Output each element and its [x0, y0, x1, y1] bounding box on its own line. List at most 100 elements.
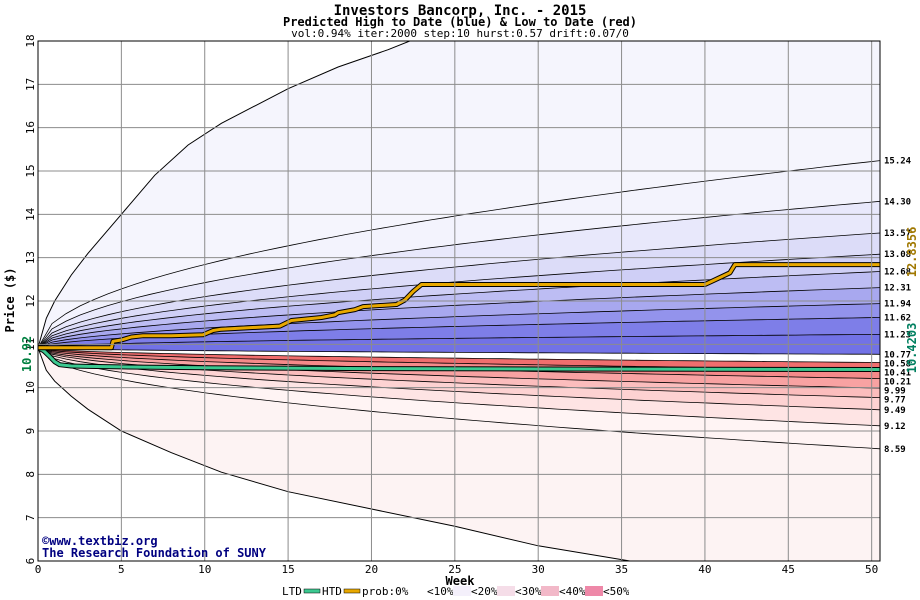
x-tick-label: 5 [118, 563, 125, 576]
low-band [38, 347, 880, 370]
quantile-line [38, 347, 880, 363]
high-band [38, 287, 880, 348]
legend-swatch-ltd [303, 588, 321, 594]
y-axis-label: Price ($) [3, 267, 17, 332]
quantile-label: 14.30 [884, 197, 911, 207]
quantile-label: 11.94 [884, 300, 912, 310]
x-tick-label: 35 [615, 563, 628, 576]
quantile-label: 9.49 [884, 406, 906, 416]
legend-swatch-prob [629, 586, 647, 596]
quantile-label: 9.99 [884, 386, 906, 396]
quantile-line [38, 347, 880, 389]
y-tick-label: 10 [24, 381, 37, 394]
high-band [38, 271, 880, 348]
series-line-htd [38, 263, 880, 350]
x-axis-label: Week [446, 574, 476, 588]
y-tick-label: 9 [24, 428, 37, 435]
legend-swatch-htd [343, 588, 361, 594]
y-tick-label: 6 [24, 558, 37, 565]
x-tick-label: 15 [281, 563, 294, 576]
legend-label-prob: prob:0% [362, 585, 409, 598]
credit-org: The Research Foundation of SUNY [42, 546, 267, 560]
x-tick-label: 20 [365, 563, 378, 576]
quantile-label: 8.59 [884, 445, 906, 455]
quantile-label: 13.08 [884, 250, 911, 260]
quantile-label: 12.31 [884, 284, 911, 294]
credit-url[interactable]: ©www.textbiz.org [42, 534, 158, 548]
high-band [38, 303, 880, 348]
credit-block: ©www.textbiz.org The Research Foundation… [42, 534, 267, 560]
quantile-label: 12.68 [884, 268, 911, 278]
quantile-line [38, 347, 880, 450]
x-tick-label: 10 [198, 563, 211, 576]
legend-swatch-prob [585, 586, 603, 596]
quantile-label: 15.24 [884, 157, 912, 167]
plot-border [37, 40, 881, 562]
end-low-label: 10.4203 [905, 323, 919, 374]
legend-label-prob: <10% [427, 585, 454, 598]
quantile-label: 10.21 [884, 377, 911, 387]
y-tick-label: 12 [24, 294, 37, 307]
high-band [38, 160, 880, 348]
quantile-line [38, 334, 880, 349]
x-tick-label: 40 [698, 563, 711, 576]
low-band [38, 347, 880, 449]
start-price-label: 10.92 [20, 336, 34, 372]
legend-swatch-prob [453, 586, 471, 596]
low-band [38, 347, 880, 410]
quantile-label: 11.23 [884, 330, 911, 340]
quantile-label: 10.77 [884, 350, 911, 360]
high-band [38, 254, 880, 348]
y-tick-label: 17 [24, 78, 37, 91]
high-band [38, 317, 880, 348]
legend-label-prob: <50% [603, 585, 630, 598]
legend-swatch-prob [497, 586, 515, 596]
plot-bands [38, 41, 880, 561]
legend-swatch-prob [541, 586, 559, 596]
quantile-label: 13.57 [884, 229, 911, 239]
chart-params: vol:0.94% iter:2000 step:10 hurst:0.57 d… [291, 27, 629, 40]
y-tick-label: 7 [24, 514, 37, 521]
end-high-label: 12.8356 [905, 227, 919, 278]
x-tick-label: 0 [35, 563, 42, 576]
y-tick-label: 14 [24, 207, 37, 221]
outer-high-band [38, 41, 880, 348]
chart-subtitle: Predicted High to Date (blue) & Low to D… [283, 15, 637, 29]
quantile-label: 9.77 [884, 395, 906, 405]
quantile-label: 9.12 [884, 422, 906, 432]
legend-label-htd: HTD [322, 585, 342, 598]
x-tick-label: 30 [532, 563, 545, 576]
legend-label-prob: <20% [471, 585, 498, 598]
y-tick-label: 15 [24, 164, 37, 177]
plot-area: 0 5 10 15 20 25 30 35 40 45 50 6 7 8 9 10 11 12 13 14 15 16 17… [24, 34, 912, 576]
quantile-line [38, 347, 880, 355]
quantile-line [38, 160, 880, 349]
low-band [38, 347, 880, 389]
quantile-line [38, 287, 880, 349]
legend-label-ltd: LTD [282, 585, 302, 598]
y-tick-label: 8 [24, 471, 37, 478]
y-tick-label: 18 [24, 34, 37, 47]
quantile-label: 10.41 [884, 368, 911, 378]
x-tick-label: 45 [782, 563, 795, 576]
low-band [38, 347, 880, 426]
low-band [38, 347, 880, 398]
legend-label-prob: <40% [559, 585, 586, 598]
copyright-icon: © [42, 534, 50, 548]
quantile-label: 10.58 [884, 359, 911, 369]
quantile-line [38, 347, 880, 427]
chart-title: Investors Bancorp, Inc. - 2015 [334, 3, 587, 19]
legend: LTD HTD prob:0% <10% <20% <30% <40% <50% [282, 585, 647, 598]
quantile-line [38, 303, 880, 349]
quantile-line [38, 347, 880, 411]
quantile-label: 11.62 [884, 313, 911, 323]
legend-label-prob: <30% [515, 585, 542, 598]
high-band [38, 233, 880, 348]
quantile-line [38, 271, 880, 349]
y-tick-label: 11 [24, 338, 37, 351]
high-band [38, 201, 880, 348]
y-tick-label: 16 [24, 121, 37, 134]
legend-swatch-prob [409, 586, 427, 596]
outer-low-band [38, 347, 880, 561]
